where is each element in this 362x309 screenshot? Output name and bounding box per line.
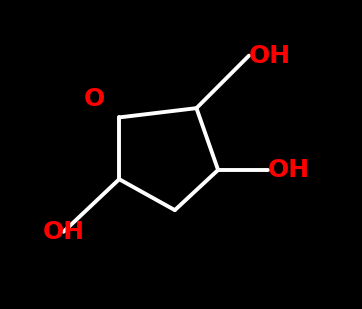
- Text: OH: OH: [268, 158, 310, 182]
- Text: OH: OH: [42, 220, 85, 244]
- Text: O: O: [84, 87, 105, 111]
- Text: OH: OH: [249, 44, 291, 68]
